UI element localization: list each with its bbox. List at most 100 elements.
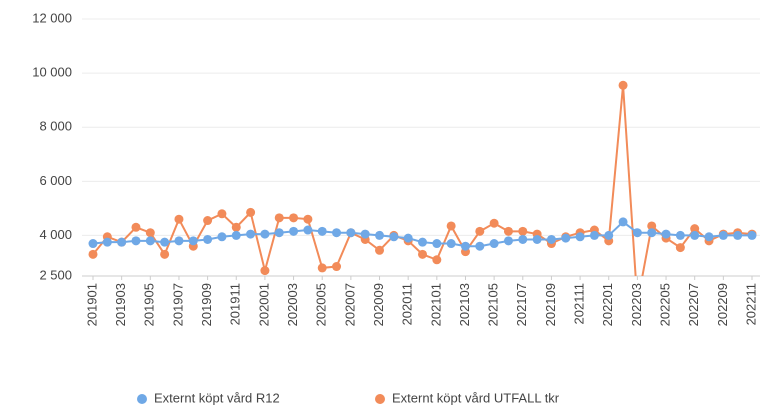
data-point: [618, 217, 628, 227]
data-point: [589, 230, 599, 240]
data-point: [289, 213, 299, 223]
data-point: [618, 80, 628, 90]
legend-marker: [137, 394, 147, 404]
y-tick-label: 4 000: [39, 227, 72, 242]
legend-label: Externt köpt vård UTFALL tkr: [392, 390, 560, 405]
data-point: [460, 241, 470, 251]
x-tick-label: 201907: [170, 283, 185, 326]
data-point: [332, 262, 342, 272]
x-tick-label: 202207: [686, 283, 701, 326]
data-point: [360, 229, 370, 239]
data-point: [718, 230, 728, 240]
data-point: [246, 229, 256, 239]
legend-label: Externt köpt vård R12: [154, 390, 280, 405]
data-point: [303, 214, 313, 224]
data-point: [418, 237, 427, 247]
plot-area: [88, 80, 757, 276]
data-point: [747, 230, 757, 240]
data-point: [260, 266, 270, 276]
data-point: [489, 218, 499, 228]
y-tick-label: 8 000: [39, 119, 72, 134]
x-tick-label: 202201: [600, 283, 615, 326]
data-point: [604, 230, 614, 240]
data-point: [88, 249, 98, 259]
series-line: [92, 85, 753, 276]
data-point: [432, 255, 442, 265]
data-point: [403, 233, 413, 243]
data-point: [690, 230, 700, 240]
data-point: [389, 232, 399, 242]
x-tick-label: 202011: [400, 283, 415, 325]
data-point: [675, 230, 685, 240]
y-tick-label: 2 500: [39, 267, 72, 282]
data-point: [145, 236, 155, 246]
data-point: [375, 245, 385, 255]
data-point: [733, 230, 743, 240]
x-tick-label: 202111: [572, 283, 587, 324]
x-tick-label: 201905: [142, 283, 157, 326]
data-point: [174, 214, 184, 224]
data-point: [346, 228, 356, 238]
x-tick-label: 201911: [228, 283, 243, 325]
data-point: [675, 243, 685, 253]
x-tick-label: 202007: [342, 283, 357, 326]
data-point: [546, 234, 556, 244]
data-point: [117, 237, 127, 247]
data-point: [203, 216, 213, 226]
data-point: [503, 226, 513, 236]
x-tick-label: 201909: [199, 283, 214, 326]
data-point: [160, 249, 170, 259]
data-point: [432, 239, 442, 249]
y-tick-label: 10 000: [32, 65, 72, 80]
data-point: [246, 207, 256, 217]
data-point: [274, 228, 284, 238]
x-tick-label: 202103: [457, 283, 472, 326]
data-point: [188, 236, 198, 246]
x-tick-label: 202001: [256, 283, 271, 326]
data-point: [647, 228, 657, 238]
x-tick-label: 202211: [743, 283, 758, 325]
x-tick-label: 201903: [113, 283, 128, 326]
x-tick-label: 201901: [84, 283, 99, 326]
data-point: [160, 237, 170, 247]
data-point: [489, 239, 499, 249]
x-tick-label: 202101: [428, 283, 443, 326]
x-tick-label: 202107: [514, 283, 529, 326]
x-tick-label: 202203: [629, 283, 644, 326]
x-tick-label: 202205: [657, 283, 672, 326]
data-point: [260, 229, 270, 239]
x-tick-label: 202005: [314, 283, 329, 326]
data-point: [332, 228, 342, 238]
x-tick-label: 202105: [486, 283, 501, 326]
data-point: [475, 226, 485, 236]
data-point: [303, 225, 313, 235]
x-tick-label: 202209: [715, 283, 730, 326]
y-tick-label: 12 000: [32, 10, 72, 25]
data-point: [231, 222, 241, 232]
data-point: [518, 234, 528, 244]
x-tick-label: 202009: [371, 283, 386, 326]
data-point: [647, 221, 657, 231]
data-point: [475, 241, 485, 251]
data-point: [203, 234, 213, 244]
data-point: [446, 221, 456, 231]
data-point: [131, 236, 141, 246]
data-point: [418, 249, 427, 259]
data-point: [274, 213, 284, 223]
data-point: [518, 226, 528, 236]
x-tick-label: 202003: [285, 283, 300, 326]
data-point: [446, 239, 456, 249]
data-point: [217, 209, 227, 219]
data-point: [561, 233, 571, 243]
data-point: [145, 228, 155, 238]
data-point: [661, 229, 671, 239]
y-tick-label: 6 000: [39, 173, 72, 188]
x-tick-label: 202109: [543, 283, 558, 326]
data-point: [503, 236, 513, 246]
data-point: [690, 224, 700, 234]
data-point: [231, 230, 241, 240]
data-point: [532, 234, 542, 244]
data-point: [704, 232, 714, 242]
data-point: [174, 236, 184, 246]
